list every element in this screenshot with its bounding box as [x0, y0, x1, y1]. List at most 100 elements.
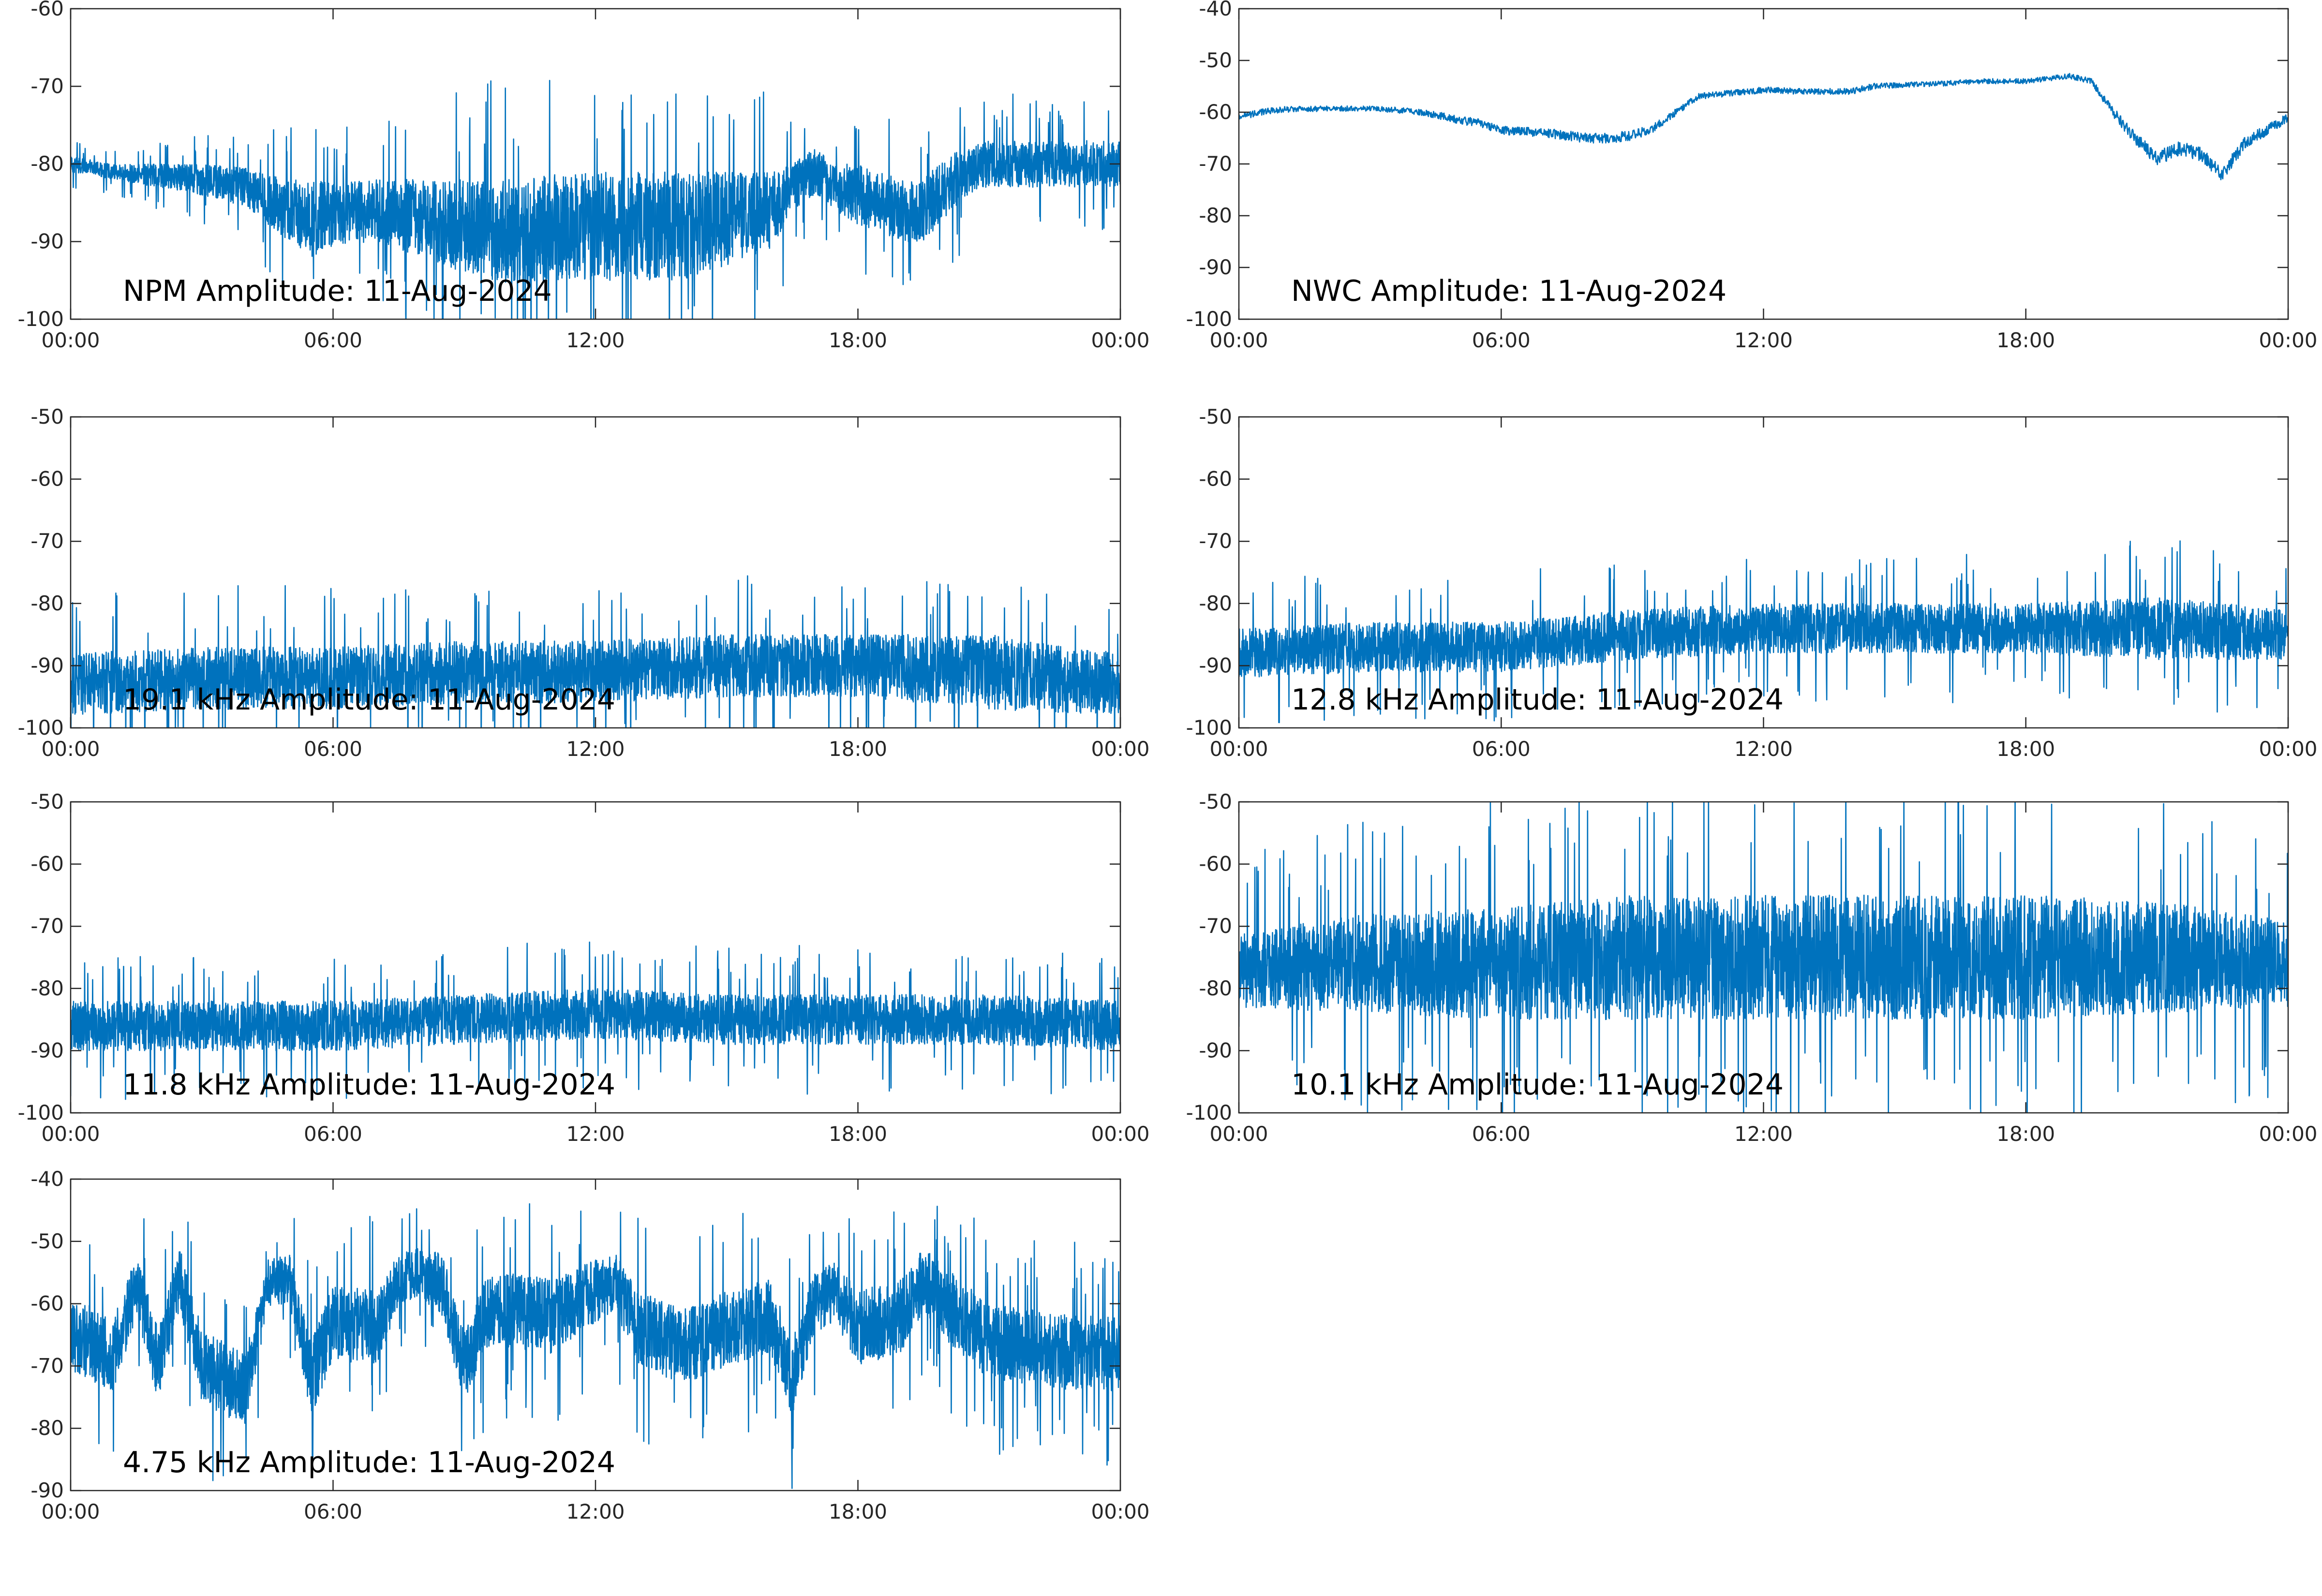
- y-tick-label: -100: [1186, 307, 1232, 331]
- y-tick-label: -60: [30, 0, 64, 20]
- x-tick-label: 12:00: [566, 737, 625, 761]
- x-tick-label: 06:00: [304, 328, 362, 352]
- panel-title: 12.8 kHz Amplitude: 11-Aug-2024: [1291, 683, 1784, 717]
- y-tick-label: -100: [18, 307, 64, 331]
- y-tick-label: -60: [30, 852, 64, 876]
- panel-title: NPM Amplitude: 11-Aug-2024: [123, 274, 552, 308]
- series-line-2: [1239, 73, 2288, 180]
- y-tick-label: -90: [30, 1038, 64, 1062]
- y-tick-label: -80: [1199, 976, 1232, 1000]
- x-tick-label: 00:00: [1091, 1122, 1149, 1146]
- y-tick-label: -60: [30, 1292, 64, 1315]
- y-tick-label: -80: [1199, 591, 1232, 615]
- y-tick-label: -90: [1199, 653, 1232, 677]
- x-tick-label: 00:00: [2259, 328, 2317, 352]
- x-tick-label: 00:00: [41, 1500, 100, 1523]
- x-tick-label: 06:00: [304, 737, 362, 761]
- y-tick-label: -60: [1199, 100, 1232, 124]
- x-tick-label: 18:00: [829, 1500, 887, 1523]
- y-tick-label: -50: [1199, 48, 1232, 72]
- panel-title: 10.1 kHz Amplitude: 11-Aug-2024: [1291, 1068, 1784, 1102]
- y-tick-label: -80: [1199, 204, 1232, 227]
- y-tick-label: -60: [1199, 852, 1232, 876]
- y-tick-label: -70: [30, 529, 64, 553]
- x-tick-label: 18:00: [829, 1122, 887, 1146]
- x-tick-label: 00:00: [1209, 328, 1268, 352]
- x-tick-label: 12:00: [566, 1122, 625, 1146]
- panel-title: 4.75 kHz Amplitude: 11-Aug-2024: [123, 1446, 615, 1479]
- x-tick-label: 06:00: [304, 1122, 362, 1146]
- panel-title: 11.8 kHz Amplitude: 11-Aug-2024: [123, 1068, 615, 1102]
- x-tick-label: 00:00: [1209, 737, 1268, 761]
- series-line-1: [71, 80, 1120, 319]
- y-tick-label: -80: [30, 591, 64, 615]
- y-tick-label: -50: [30, 790, 64, 813]
- series-line-6: [1239, 802, 2288, 1113]
- x-tick-label: 18:00: [1996, 737, 2055, 761]
- y-tick-label: -40: [30, 1167, 64, 1191]
- y-tick-label: -80: [30, 1416, 64, 1440]
- x-tick-label: 00:00: [41, 1122, 100, 1146]
- y-tick-label: -100: [1186, 1101, 1232, 1124]
- series-line-5: [71, 941, 1120, 1100]
- y-tick-label: -80: [30, 152, 64, 176]
- x-tick-label: 12:00: [1734, 328, 1793, 352]
- panel-title: 19.1 kHz Amplitude: 11-Aug-2024: [123, 683, 615, 717]
- y-tick-label: -50: [30, 405, 64, 429]
- y-tick-label: -90: [1199, 1038, 1232, 1062]
- x-tick-label: 06:00: [1472, 1122, 1531, 1146]
- x-tick-label: 18:00: [829, 737, 887, 761]
- y-tick-label: -50: [30, 1229, 64, 1253]
- y-tick-label: -90: [30, 230, 64, 253]
- y-tick-label: -70: [30, 1354, 64, 1377]
- y-tick-label: -80: [30, 976, 64, 1000]
- series-line-3: [71, 575, 1120, 728]
- y-tick-label: -100: [18, 716, 64, 739]
- y-tick-label: -40: [1199, 0, 1232, 20]
- y-tick-label: -70: [1199, 152, 1232, 176]
- x-tick-label: 00:00: [1091, 328, 1149, 352]
- x-tick-label: 12:00: [566, 328, 625, 352]
- x-tick-label: 00:00: [1091, 737, 1149, 761]
- y-tick-label: -70: [30, 74, 64, 98]
- y-tick-label: -60: [30, 467, 64, 491]
- x-tick-label: 00:00: [2259, 1122, 2317, 1146]
- y-tick-label: -50: [1199, 405, 1232, 429]
- series-line-4: [1239, 540, 2288, 724]
- x-tick-label: 06:00: [304, 1500, 362, 1523]
- y-tick-label: -50: [1199, 790, 1232, 813]
- y-tick-label: -70: [30, 914, 64, 938]
- x-tick-label: 00:00: [1091, 1500, 1149, 1523]
- x-tick-label: 18:00: [1996, 1122, 2055, 1146]
- x-tick-label: 12:00: [1734, 1122, 1793, 1146]
- x-tick-label: 00:00: [41, 328, 100, 352]
- x-tick-label: 18:00: [1996, 328, 2055, 352]
- y-tick-label: -100: [1186, 716, 1232, 739]
- x-tick-label: 12:00: [566, 1500, 625, 1523]
- y-tick-label: -70: [1199, 914, 1232, 938]
- x-tick-label: 00:00: [1209, 1122, 1268, 1146]
- y-tick-label: -60: [1199, 467, 1232, 491]
- y-tick-label: -90: [30, 653, 64, 677]
- x-tick-label: 18:00: [829, 328, 887, 352]
- x-tick-label: 06:00: [1472, 737, 1531, 761]
- y-tick-label: -90: [1199, 255, 1232, 279]
- y-tick-label: -90: [30, 1478, 64, 1502]
- x-tick-label: 12:00: [1734, 737, 1793, 761]
- x-tick-label: 06:00: [1472, 328, 1531, 352]
- x-tick-label: 00:00: [2259, 737, 2317, 761]
- y-tick-label: -70: [1199, 529, 1232, 553]
- series-line-7: [71, 1203, 1120, 1489]
- panel-title: NWC Amplitude: 11-Aug-2024: [1291, 274, 1727, 308]
- x-tick-label: 00:00: [41, 737, 100, 761]
- y-tick-label: -100: [18, 1101, 64, 1124]
